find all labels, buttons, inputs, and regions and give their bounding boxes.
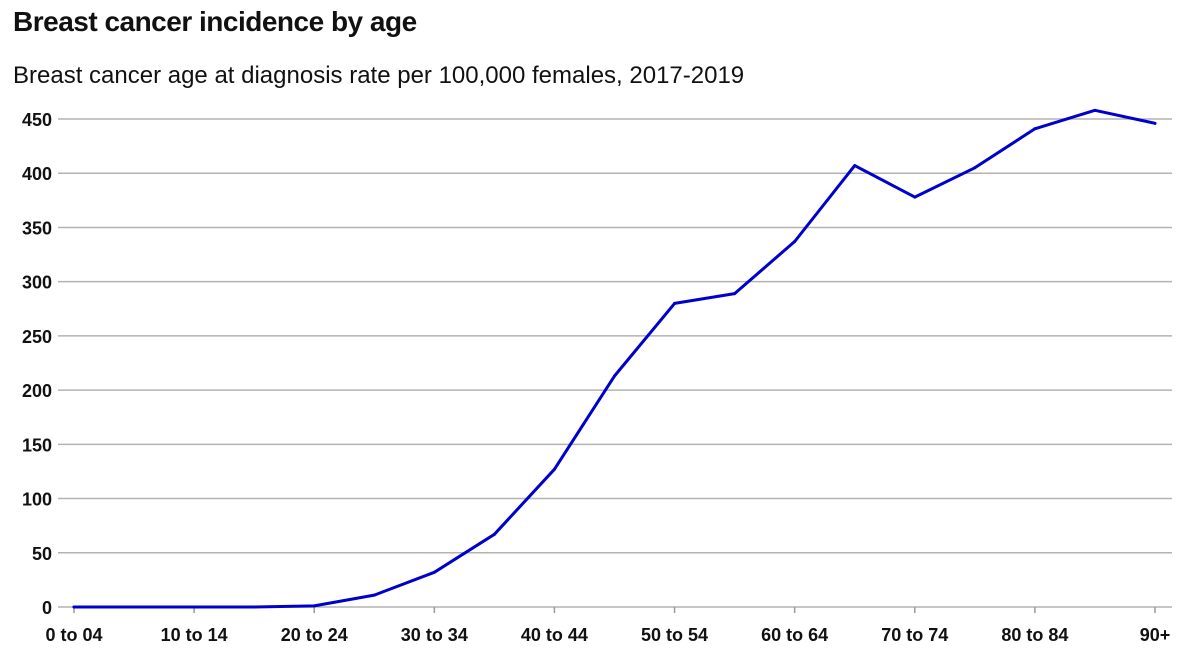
data-point [793,240,797,244]
y-tick-label: 100 [22,490,52,510]
data-point [132,605,136,609]
data-point [733,292,737,296]
data-point [372,593,376,597]
series-line [72,108,1157,609]
data-point [613,374,616,378]
x-tick-label: 30 to 34 [401,625,468,645]
data-point [72,605,76,609]
y-tick-label: 250 [22,327,52,347]
x-tick-label: 20 to 24 [281,625,348,645]
x-axis-ticks: 0 to 04 10 to 14 20 to 24 30 to 34 40 to 44 5… [45,607,1170,645]
x-tick-label: 50 to 54 [641,625,708,645]
x-tick-label: 90+ [1140,625,1171,645]
y-tick-label: 350 [22,218,52,238]
data-point [192,605,196,609]
y-tick-label: 150 [22,435,52,455]
series-layer [72,108,1157,609]
x-tick-label: 10 to 14 [161,625,228,645]
data-point [252,605,256,609]
data-point [312,604,316,608]
y-tick-label: 200 [22,381,52,401]
y-tick-label: 400 [22,164,52,184]
y-tick-label: 0 [42,598,52,618]
data-point [673,301,677,305]
data-point [973,166,977,170]
x-tick-label: 40 to 44 [521,625,588,645]
x-tick-label: 70 to 74 [881,625,948,645]
x-tick-label: 0 to 04 [45,625,102,645]
y-tick-label: 450 [22,110,52,130]
data-point [853,164,857,168]
gridlines [58,118,1172,608]
data-point [1153,121,1157,125]
x-tick-label: 80 to 84 [1001,625,1068,645]
chart-subtitle: Breast cancer age at diagnosis rate per … [13,62,745,89]
chart-title: Breast cancer incidence by age [13,6,417,37]
data-point [432,570,436,574]
data-point [492,532,496,536]
y-tick-label: 50 [32,544,52,564]
x-tick-label: 60 to 64 [761,625,828,645]
data-point [552,467,556,471]
data-point [913,195,917,199]
data-point [1033,127,1037,131]
y-tick-label: 300 [22,273,52,293]
y-axis-ticks: 0 50 100 150 200 250 300 350 400 450 [22,110,52,618]
data-point [1093,108,1097,112]
